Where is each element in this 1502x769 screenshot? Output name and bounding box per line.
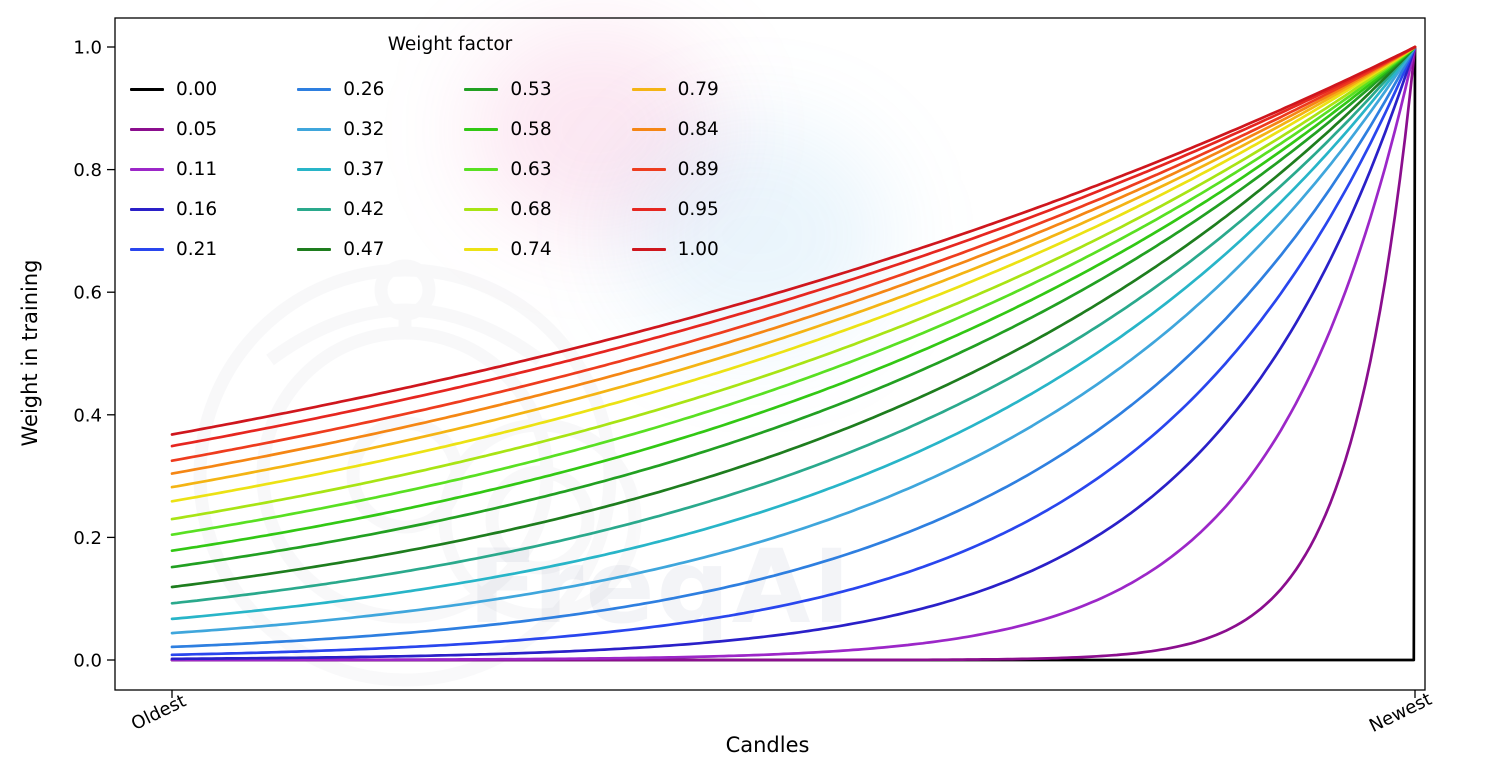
legend-item-0.84: 0.84 — [631, 118, 719, 140]
legend-item-1.00: 1.00 — [631, 238, 719, 260]
legend-label: 0.32 — [343, 118, 385, 140]
legend-line-swatch — [130, 207, 164, 211]
legend-line-swatch — [464, 247, 499, 251]
legend-line-swatch — [297, 127, 332, 131]
svg-text:0.0: 0.0 — [73, 651, 102, 672]
legend-item-0.16: 0.16 — [130, 199, 217, 220]
legend-item-0.68: 0.68 — [464, 198, 552, 220]
legend-label: 0.26 — [343, 78, 385, 100]
legend-item-0.37: 0.37 — [297, 159, 384, 180]
legend-label: 0.21 — [176, 238, 218, 260]
svg-text:0.8: 0.8 — [73, 160, 102, 181]
legend-label: 0.05 — [176, 118, 218, 140]
svg-text:1.0: 1.0 — [73, 38, 102, 59]
legend-line-swatch — [631, 127, 666, 131]
svg-text:0.2: 0.2 — [73, 528, 102, 549]
legend-label: 0.89 — [677, 158, 719, 180]
svg-text:0.4: 0.4 — [73, 405, 102, 426]
legend-title: Weight factor — [387, 34, 513, 55]
legend-line-swatch — [464, 87, 499, 91]
legend-item-0.11: 0.11 — [130, 159, 217, 180]
legend-line-swatch — [464, 207, 499, 211]
y-axis-label: Weight in training — [18, 259, 42, 447]
svg-text:0.6: 0.6 — [73, 283, 102, 304]
legend-label: 1.00 — [677, 238, 719, 260]
legend-label: 0.58 — [510, 118, 552, 140]
legend-label: 0.47 — [343, 238, 385, 260]
legend-line-swatch — [631, 87, 666, 91]
legend-item-0.74: 0.74 — [464, 238, 552, 260]
legend-line-swatch — [297, 87, 332, 91]
legend-line-swatch — [297, 167, 332, 171]
legend-line-swatch — [130, 87, 164, 91]
legend-label: 0.16 — [176, 198, 218, 220]
legend-item-0.79: 0.79 — [631, 78, 719, 100]
legend-label: 0.42 — [343, 198, 385, 220]
legend-label: 0.68 — [510, 198, 552, 220]
legend-item-0.89: 0.89 — [631, 158, 719, 180]
legend-label: 0.74 — [510, 238, 552, 260]
legend-label: 0.79 — [677, 78, 719, 100]
legend-label: 0.84 — [677, 118, 719, 140]
legend-item-0.47: 0.47 — [297, 239, 384, 260]
x-axis-label: Candles — [725, 733, 810, 757]
legend-label: 0.00 — [176, 78, 218, 100]
legend-item-0.63: 0.63 — [464, 158, 552, 180]
legend-item-0.95: 0.95 — [631, 198, 719, 220]
legend-label: 0.37 — [343, 158, 385, 180]
legend-label: 0.53 — [510, 78, 552, 100]
legend-label: 0.63 — [510, 158, 552, 180]
legend-item-0.53: 0.53 — [464, 78, 552, 100]
legend-item-0.21: 0.21 — [130, 239, 217, 260]
legend-line-swatch — [464, 167, 499, 171]
legend-line-swatch — [631, 247, 666, 251]
legend-item-0.26: 0.26 — [297, 79, 384, 100]
legend-label: 0.95 — [677, 198, 719, 220]
legend-line-swatch — [130, 127, 164, 131]
legend-line-swatch — [130, 167, 164, 171]
legend-item-0.32: 0.32 — [297, 119, 384, 140]
legend-item-0.05: 0.05 — [130, 119, 217, 140]
legend: Weight factor 0.00 0.05 0.11 0.16 0.21 0.26 0.… — [130, 34, 770, 269]
legend-item-0.42: 0.42 — [297, 199, 384, 220]
legend-item-0.58: 0.58 — [464, 118, 552, 140]
legend-line-swatch — [631, 167, 666, 171]
legend-line-swatch — [297, 247, 332, 251]
legend-line-swatch — [631, 207, 666, 211]
legend-line-swatch — [297, 207, 332, 211]
legend-line-swatch — [464, 127, 499, 131]
legend-grid: 0.00 0.05 0.11 0.16 0.21 0.26 0.32 0.37 0.42 0.47… — [130, 69, 770, 269]
legend-item-0.00: 0.00 — [130, 79, 217, 100]
legend-line-swatch — [130, 247, 164, 251]
legend-label: 0.11 — [176, 158, 218, 180]
